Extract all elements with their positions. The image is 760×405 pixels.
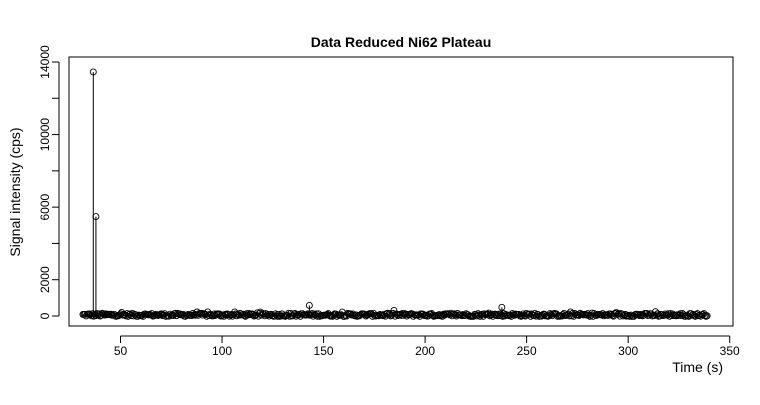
data-point xyxy=(494,310,502,318)
data-point xyxy=(604,312,612,319)
data-point xyxy=(660,311,668,319)
x-axis-label: Time (s) xyxy=(672,359,723,375)
data-point xyxy=(636,310,644,318)
x-axis: 50 100 150 200 250 300 350 xyxy=(114,335,740,358)
data-point xyxy=(240,312,248,320)
x-tick-label: 250 xyxy=(517,344,537,358)
data-point xyxy=(495,312,503,320)
data-point xyxy=(191,310,199,318)
data-point xyxy=(491,310,499,318)
y-tick-label: 14000 xyxy=(38,45,52,79)
data-point xyxy=(578,310,586,318)
data-point xyxy=(517,312,525,320)
data-point xyxy=(518,312,526,320)
data-point xyxy=(150,312,158,320)
data-point xyxy=(674,312,682,319)
x-tick-label: 300 xyxy=(618,344,638,358)
data-point xyxy=(89,68,97,76)
data-point xyxy=(347,310,355,318)
data-point xyxy=(98,309,106,317)
data-point xyxy=(652,308,659,316)
data-point xyxy=(393,310,401,318)
data-point xyxy=(497,310,504,318)
data-point xyxy=(210,310,218,318)
data-point xyxy=(99,310,107,318)
data-point xyxy=(621,310,629,318)
data-point xyxy=(322,311,330,319)
data-point xyxy=(498,303,506,311)
data-point xyxy=(508,310,516,318)
data-point xyxy=(457,311,465,319)
data-point xyxy=(235,311,243,319)
y-tick-label: 6000 xyxy=(38,193,52,220)
data-point xyxy=(307,311,315,319)
data-point xyxy=(255,309,263,317)
data-point xyxy=(515,310,523,318)
data-point xyxy=(668,312,676,320)
data-point xyxy=(394,312,402,320)
data-point xyxy=(81,310,89,318)
data-point xyxy=(85,310,93,318)
data-point xyxy=(289,312,297,320)
chart-title: Data Reduced Ni62 Plateau xyxy=(311,34,492,50)
data-point xyxy=(110,310,118,318)
data-point xyxy=(506,311,514,319)
y-tick-label: 10000 xyxy=(38,118,52,152)
data-point xyxy=(546,310,554,318)
x-tick-label: 150 xyxy=(314,344,334,358)
data-point xyxy=(132,311,140,319)
y-tick-label: 2000 xyxy=(38,266,52,293)
data-point xyxy=(625,311,633,319)
data-point xyxy=(265,312,273,320)
data-point xyxy=(225,312,233,320)
data-point xyxy=(236,309,244,317)
x-tick-label: 100 xyxy=(212,344,232,358)
data-point xyxy=(498,312,506,320)
y-tick-label: 0 xyxy=(38,312,52,319)
data-point xyxy=(151,311,159,319)
data-point xyxy=(617,310,625,318)
plot-frame xyxy=(68,56,734,327)
data-point xyxy=(305,302,313,309)
data-point xyxy=(239,310,247,318)
data-point xyxy=(640,311,648,319)
data-point xyxy=(519,310,527,318)
data-point xyxy=(248,310,256,318)
data-point xyxy=(702,312,710,320)
y-axis-label: Signal intensity (cps) xyxy=(7,127,23,256)
data-point xyxy=(92,213,100,221)
x-tick-label: 200 xyxy=(415,344,435,358)
data-point xyxy=(537,312,545,320)
data-point xyxy=(528,310,536,318)
data-point xyxy=(619,312,627,320)
data-point xyxy=(162,312,170,320)
data-point xyxy=(590,310,598,318)
data-series xyxy=(79,68,711,320)
data-point xyxy=(703,312,711,320)
data-point xyxy=(534,311,542,318)
data-point xyxy=(567,308,574,316)
data-point xyxy=(450,310,458,318)
data-point xyxy=(454,310,461,317)
data-point xyxy=(601,311,609,319)
data-point xyxy=(477,311,485,319)
y-axis: 0 2000 6000 10000 14000 xyxy=(38,45,60,319)
data-point xyxy=(672,312,680,320)
x-tick-label: 50 xyxy=(114,344,128,358)
data-point xyxy=(179,310,187,318)
data-point xyxy=(701,312,709,319)
data-point xyxy=(562,311,570,319)
x-tick-label: 350 xyxy=(720,344,740,358)
data-point xyxy=(193,308,201,316)
data-point xyxy=(458,312,466,320)
data-point xyxy=(532,312,540,320)
